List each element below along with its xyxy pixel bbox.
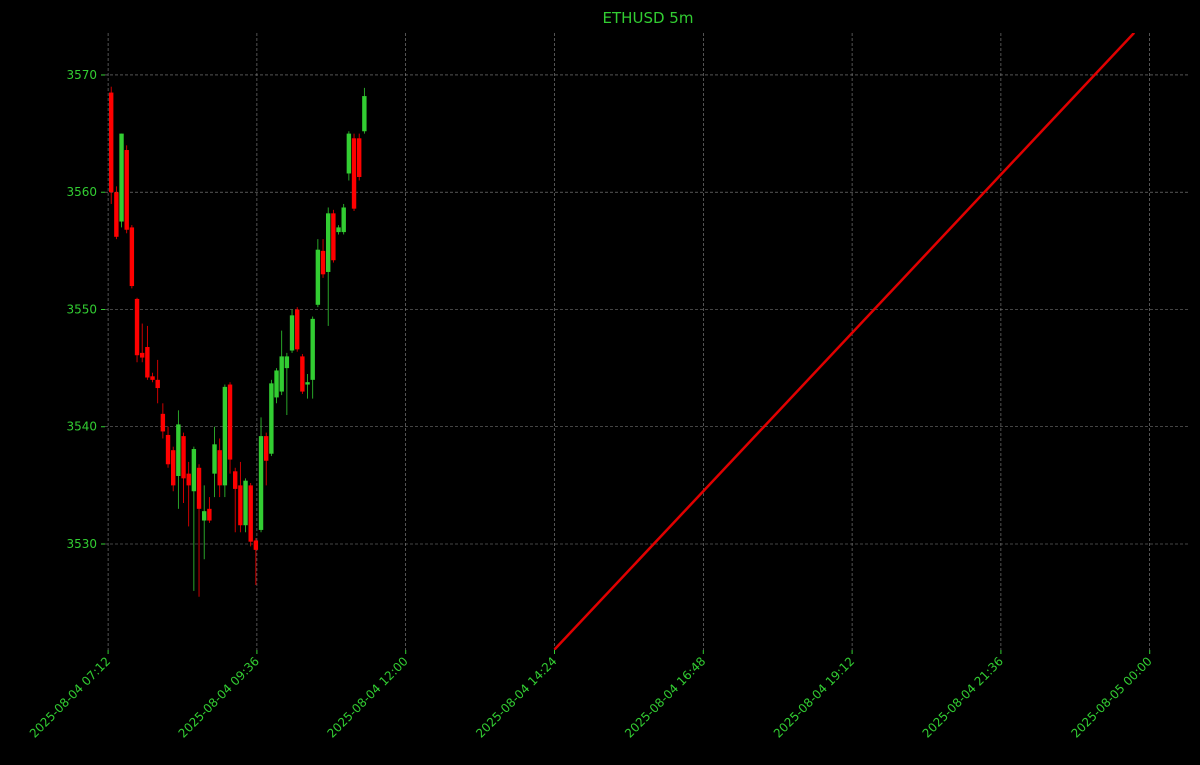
candle-body <box>181 436 186 479</box>
candle-body <box>310 318 315 380</box>
candle-body <box>222 386 228 486</box>
candle-body <box>320 250 326 275</box>
candle-body <box>289 315 295 351</box>
candle-body <box>258 436 264 530</box>
candle-body <box>341 207 346 233</box>
chart-title: ETHUSD 5m <box>603 9 694 27</box>
trend-line <box>553 33 1136 650</box>
candle-body <box>124 150 129 230</box>
candle-body <box>140 352 145 358</box>
candle-body <box>315 249 321 305</box>
candle-body <box>207 508 212 521</box>
candle-body <box>145 347 150 378</box>
candle-body <box>233 471 238 489</box>
x-tick-label: 2025-08-04 09:36 <box>176 654 262 740</box>
candle-body <box>109 92 114 193</box>
candle-body <box>336 227 341 233</box>
candle-body <box>284 356 290 369</box>
candle-body <box>295 309 300 350</box>
y-tick-label: 3540 <box>66 420 97 434</box>
candle-body <box>238 485 243 526</box>
candle-body <box>160 413 166 432</box>
candle-body <box>253 540 259 550</box>
y-tick-label: 3550 <box>66 302 97 316</box>
candle-body <box>305 382 310 385</box>
candle-body <box>357 138 362 177</box>
y-tick-label: 3570 <box>66 68 97 82</box>
candle-body <box>119 133 124 222</box>
candle-body <box>346 133 352 174</box>
candle-body <box>279 356 284 392</box>
candle-body <box>129 227 135 287</box>
candle-body <box>351 138 357 209</box>
y-tick-label: 3530 <box>66 537 97 551</box>
candle-body <box>196 467 202 509</box>
candle-body <box>134 298 140 356</box>
candle-body <box>269 383 274 454</box>
x-tick-label: 2025-08-04 21:36 <box>920 654 1006 740</box>
x-tick-label: 2025-08-04 16:48 <box>622 654 708 740</box>
x-tick-label: 2025-08-05 00:00 <box>1068 654 1154 740</box>
candle-body <box>155 379 160 389</box>
candle-body <box>326 213 331 272</box>
candle-body <box>248 485 253 542</box>
candle-body <box>217 450 222 486</box>
candle-body <box>165 434 171 465</box>
candle-body <box>362 96 367 132</box>
x-tick-label: 2025-08-04 07:12 <box>27 654 113 740</box>
candle-body <box>191 449 197 492</box>
candle-body <box>150 376 155 380</box>
x-tick-label: 2025-08-04 19:12 <box>771 654 857 740</box>
candle-body <box>171 450 176 486</box>
candle-body <box>176 424 181 476</box>
y-tick-label: 3560 <box>66 185 97 199</box>
candle-body <box>331 213 336 261</box>
candle-body <box>186 473 191 486</box>
candle-body <box>274 370 279 398</box>
x-tick-label: 2025-08-04 14:24 <box>473 654 559 740</box>
candle-body <box>114 192 119 237</box>
candle-body <box>264 436 269 461</box>
candle-body <box>212 444 217 474</box>
plot-area <box>109 33 1136 650</box>
candle-body <box>202 511 207 521</box>
candle-body <box>243 480 248 526</box>
candle-body <box>300 356 305 392</box>
x-tick-label: 2025-08-04 12:00 <box>324 654 410 740</box>
candle-body <box>227 384 233 460</box>
